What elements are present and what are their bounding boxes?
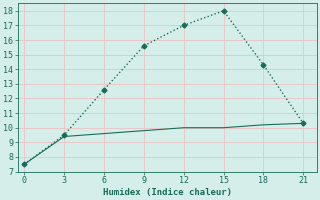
- X-axis label: Humidex (Indice chaleur): Humidex (Indice chaleur): [103, 188, 232, 197]
